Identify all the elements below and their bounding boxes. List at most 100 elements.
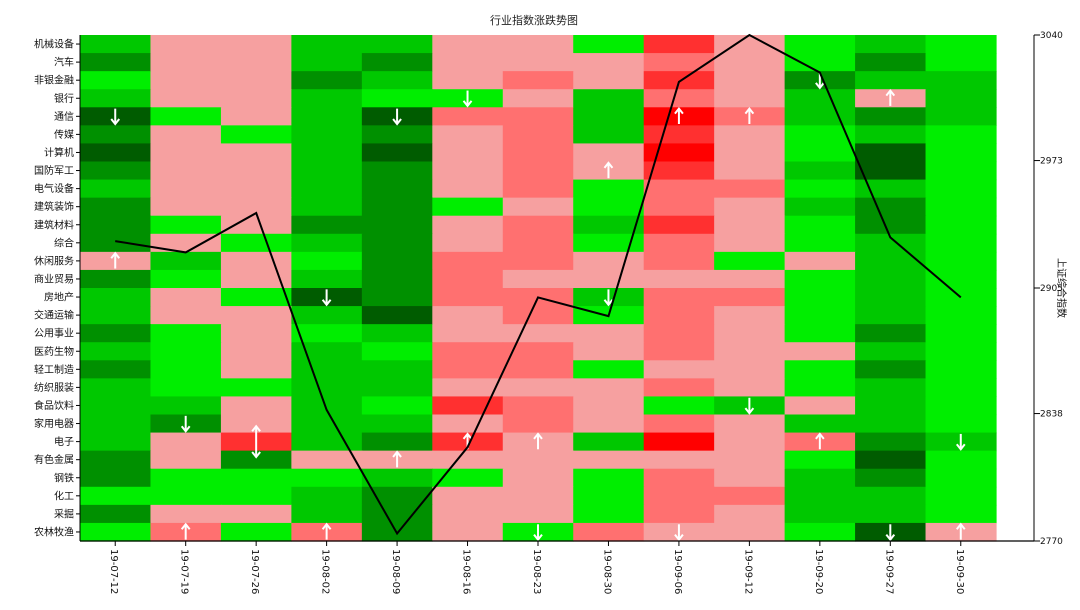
arrow-marker-up	[180, 522, 191, 540]
right-tick-label: 2838	[1040, 410, 1063, 420]
heatmap-cell	[714, 71, 786, 90]
heatmap-cell	[220, 89, 292, 108]
heatmap-cell	[432, 288, 504, 307]
heatmap-cell	[855, 288, 927, 307]
heatmap-cell	[784, 143, 856, 163]
industry-label: 综合	[54, 236, 74, 249]
heatmap-cell	[502, 197, 574, 217]
heatmap-cell	[714, 432, 786, 452]
heatmap-cell	[784, 179, 856, 199]
heatmap-cell	[220, 197, 292, 217]
heatmap-cell	[80, 269, 152, 289]
heatmap-cell	[502, 414, 574, 434]
heatmap-cell	[150, 396, 222, 416]
heatmap-cell	[150, 143, 222, 163]
heatmap-cell	[361, 504, 433, 524]
heatmap-cell	[432, 251, 504, 271]
heatmap-cell	[220, 504, 292, 524]
date-label: 19-09-06	[672, 549, 683, 594]
heatmap-cell	[150, 486, 222, 506]
heatmap-cell	[714, 35, 786, 54]
heatmap-cell	[784, 396, 856, 416]
heatmap-cell	[573, 71, 645, 90]
heatmap-cell	[643, 179, 715, 199]
heatmap-cell	[150, 342, 222, 361]
heatmap-cell	[925, 89, 997, 108]
heatmap-cell	[502, 468, 574, 488]
heatmap-cell	[925, 197, 997, 217]
industry-label: 交通运输	[34, 309, 74, 322]
heatmap-cell	[150, 360, 222, 379]
heatmap-cell	[714, 324, 786, 343]
heatmap-cell	[80, 161, 152, 181]
heatmap-cell	[291, 197, 363, 217]
heatmap-cell	[855, 143, 927, 163]
heatmap-cell	[784, 504, 856, 524]
heatmap-cell	[573, 450, 645, 470]
heatmap-cell	[925, 53, 997, 72]
heatmap-cell	[502, 125, 574, 145]
heatmap-cell	[925, 269, 997, 289]
industry-label: 建筑材料	[34, 218, 74, 231]
industry-label: 医药生物	[34, 345, 74, 358]
arrow-head-up	[180, 522, 191, 530]
heatmap-cell	[80, 233, 152, 253]
heatmap-cell	[220, 396, 292, 416]
heatmap-cell	[80, 414, 152, 434]
arrow-head-down	[674, 534, 684, 542]
heatmap-cell	[150, 53, 222, 72]
heatmap-cell	[432, 450, 504, 470]
heatmap-cell	[784, 89, 856, 108]
heatmap-cell	[291, 215, 363, 235]
industry-label: 休闲服务	[34, 254, 74, 267]
heatmap-cell	[80, 53, 152, 72]
heatmap-cell	[432, 197, 504, 217]
heatmap-cell	[714, 53, 786, 72]
heatmap-cell	[432, 324, 504, 343]
date-label: 19-07-12	[108, 549, 119, 594]
arrow-head-down	[744, 407, 755, 415]
arrow-head-up	[885, 88, 896, 97]
heatmap-cell	[714, 522, 786, 542]
arrow-head-up	[321, 522, 332, 530]
heatmap-cell	[361, 396, 433, 416]
heatmap-cell	[925, 486, 997, 506]
heatmap-cell	[855, 179, 927, 199]
heatmap-cell	[855, 414, 927, 434]
heatmap-cell	[361, 324, 433, 343]
industry-label: 传媒	[54, 129, 74, 141]
heatmap-cell	[925, 143, 997, 163]
heatmap-cell	[502, 89, 574, 108]
heatmap-cell	[573, 125, 645, 145]
heatmap-cell	[714, 161, 786, 181]
heatmap-cell	[784, 342, 856, 361]
heatmap-cell	[925, 71, 997, 90]
heatmap-cell	[784, 324, 856, 343]
heatmap-cell	[361, 71, 433, 90]
heatmap-cell	[291, 71, 363, 90]
heatmap-cell	[432, 504, 504, 524]
heatmap-cell	[150, 432, 222, 452]
heatmap-cell	[643, 89, 715, 108]
heatmap-cell	[714, 360, 786, 379]
heatmap-cell	[714, 342, 786, 361]
right-tick-label: 3040	[1040, 31, 1063, 41]
heatmap-cell	[714, 468, 786, 488]
heatmap-cell	[80, 378, 152, 398]
arrow-marker-up	[885, 88, 896, 106]
heatmap-cell	[150, 269, 222, 289]
heatmap-cell	[220, 306, 292, 325]
heatmap-cell	[150, 125, 222, 145]
heatmap-cell	[291, 125, 363, 145]
heatmap-cell	[573, 432, 645, 452]
heatmap-cell	[643, 342, 715, 361]
heatmap-cell	[925, 125, 997, 145]
heatmap-cell	[784, 360, 856, 379]
heatmap-cell	[573, 504, 645, 524]
heatmap-cell	[150, 450, 222, 470]
heatmap-cell	[573, 486, 645, 506]
heatmap-cell	[855, 432, 927, 452]
heatmap-cell	[643, 486, 715, 506]
heatmap-cell	[361, 432, 433, 452]
